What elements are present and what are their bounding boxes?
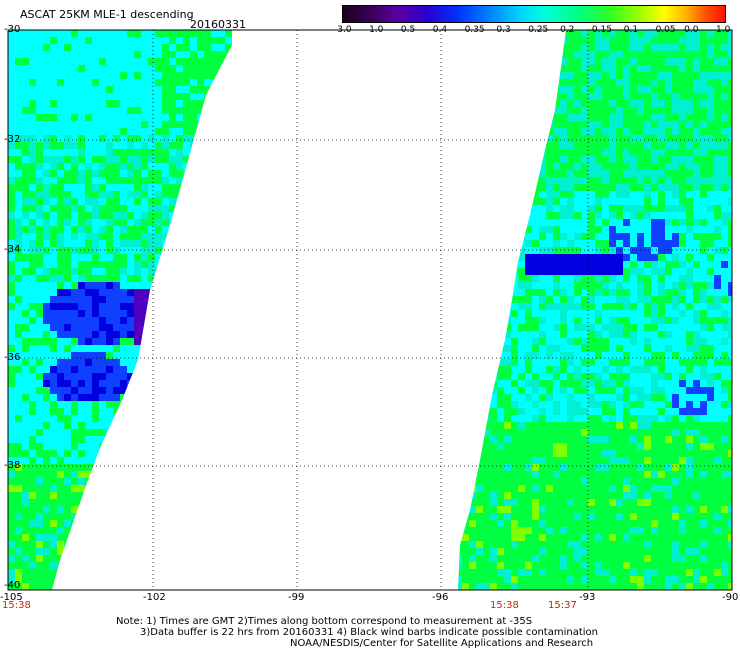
colorbar-tick-label: -3.0: [334, 25, 352, 35]
colorbar-tick-label: -0.15: [588, 25, 612, 35]
pass-time-right: 15:38: [490, 600, 519, 611]
lon-label: -105: [0, 592, 23, 603]
lat-label: -36: [4, 352, 21, 363]
left-swath: [8, 30, 232, 590]
lat-label: -34: [4, 244, 21, 255]
lon-label: -99: [288, 592, 305, 603]
colorbar-tick-label: 0.0: [684, 25, 699, 35]
note-line: NOAA/NESDIS/Center for Satellite Applica…: [290, 638, 594, 649]
colorbar-tick-label: -0.5: [397, 25, 416, 35]
colorbar: [342, 5, 726, 23]
colorbar-tick-label: 1.0: [716, 25, 731, 35]
colorbar-tick-label: -0.35: [461, 25, 485, 35]
colorbar-tick-label: -0.1: [620, 25, 639, 35]
colorbar-tick-label: -0.25: [525, 25, 549, 35]
pass-time-right: 15:37: [548, 600, 577, 611]
lat-label: -32: [4, 134, 21, 145]
colorbar-tick-label: -0.2: [556, 25, 575, 35]
lat-label: -38: [4, 460, 21, 471]
colorbar-tick-label: -0.4: [429, 25, 448, 35]
lat-label: -40: [4, 580, 21, 591]
pass-time-left: 15:38: [2, 600, 31, 611]
lon-label: -90: [722, 592, 739, 603]
lon-label: -102: [143, 592, 166, 603]
graticule: [8, 30, 732, 590]
colorbar-tick-label: -0.3: [493, 25, 511, 35]
lon-label: -93: [579, 592, 596, 603]
colorbar-tick-label: -1.0: [365, 25, 384, 35]
right-swath: [458, 30, 732, 590]
map-date: 20160331: [190, 18, 246, 31]
note-line: 3)Data buffer is 22 hrs from 20160331 4)…: [140, 627, 598, 638]
lat-label: -30: [4, 24, 21, 35]
note-line: Note: 1) Times are GMT 2)Times along bot…: [116, 616, 533, 627]
map-title: ASCAT 25KM MLE-1 descending: [20, 8, 194, 21]
colorbar-tick-label: -0.05: [652, 25, 676, 35]
lon-label: -96: [432, 592, 449, 603]
map-frame: [7, 29, 733, 591]
